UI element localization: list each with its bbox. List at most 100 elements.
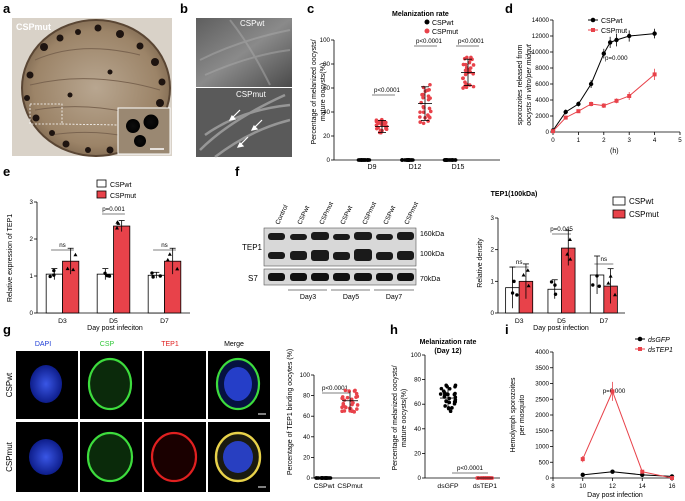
e-bar-CSPwt: [45, 273, 63, 314]
h-ytick-label: 60: [414, 401, 421, 408]
f-annotation: ns: [601, 256, 608, 263]
i-ytick-label: 3000: [535, 381, 549, 388]
g-point: [342, 409, 347, 413]
panel-label-b: b: [180, 1, 188, 16]
chart-i-xlabel: Day post infection: [587, 492, 643, 499]
e-ytick-label: 1: [30, 273, 34, 280]
chart-g-p: p<0.0001: [322, 385, 349, 392]
h-xtick-label: dsTEP1: [473, 483, 497, 490]
c-ytick-label: 40: [323, 109, 330, 116]
f-dot: [595, 274, 599, 278]
legend-i-gfp-marker: [637, 336, 643, 342]
i-point: [580, 472, 585, 478]
d-line-CSPmut: [552, 74, 655, 132]
d-point: [627, 33, 632, 39]
h-ytick-label: 20: [414, 450, 421, 457]
d-point: [601, 51, 606, 56]
f-dot: [515, 293, 519, 297]
i-ytick-label: 0: [546, 475, 550, 482]
chart-h-ylabel-2: mature oocysts(%): [401, 389, 408, 447]
c-point: [463, 72, 468, 77]
g-point: [341, 403, 346, 407]
f-xtick-label: D3: [515, 318, 524, 325]
e-annotation: ns: [161, 242, 168, 249]
chart-d-p: p=0.000: [605, 55, 628, 62]
d-point: [601, 103, 606, 108]
c-point: [374, 126, 379, 131]
f-dot: [512, 279, 516, 284]
g-xtick-label: CSPmut: [337, 483, 362, 490]
d-xtick-label: 1: [577, 137, 581, 144]
chart-e: Relative expression of TEP1 Day post inf…: [7, 179, 190, 332]
chart-e-ylabel: Relative expression of TEP1: [7, 214, 14, 302]
c-point: [470, 57, 474, 62]
c-point: [467, 83, 472, 87]
chart-i: Hemolymph sporozoites per mosquito Day p…: [510, 336, 676, 499]
g-ytick-label: 100: [300, 372, 311, 379]
h-point: [445, 392, 449, 396]
d-xtick-label: 5: [678, 137, 682, 144]
g-channel-dapi: DAPI: [35, 341, 51, 348]
f-dot: [553, 283, 557, 287]
c-point: [464, 65, 469, 70]
chart-f-xlabel: Day post infection: [533, 325, 589, 332]
d-point: [614, 98, 619, 103]
d-point: [607, 40, 613, 45]
c-xtick-label: D15: [452, 164, 465, 171]
c-ytick-label: 80: [323, 61, 330, 68]
g-row-wt: CSPwt: [5, 372, 14, 397]
blot-day7: Day7: [386, 294, 402, 301]
g-ytick-label: 0: [307, 475, 311, 482]
chart-e-xlabel: Day post infeciton: [87, 325, 143, 332]
chart-d-xlabel: (h): [610, 148, 619, 155]
legend-f-wt: CSPwt: [629, 197, 654, 206]
c-point: [428, 82, 432, 87]
panel-a-label: CSPmut: [16, 22, 51, 32]
blot-kda-100: 100kDa: [420, 251, 444, 258]
legend-e-mut-marker: [96, 190, 107, 199]
e-xtick-label: D7: [160, 318, 169, 325]
chart-c-ylabel-2: mature oocysts(%): [320, 63, 327, 121]
chart-h: Melanization rate (Day 12) Percentage of…: [392, 339, 500, 490]
c-point: [471, 63, 476, 67]
panel-b-em: CSPwt CSPmut: [196, 18, 292, 158]
legend-c-mut: CSPmut: [432, 29, 458, 36]
panel-label-g: g: [3, 322, 11, 337]
blot-lane-label: CSPwt: [339, 205, 354, 226]
d-point: [652, 72, 657, 77]
g-point: [353, 388, 357, 393]
chart-i-ylabel-1: Hemolymph sporozoites: [510, 377, 517, 453]
h-point: [453, 384, 457, 389]
e-ytick-label: 0: [30, 310, 34, 317]
legend-d-wt-marker: [590, 17, 596, 23]
c-xtick-label: D9: [368, 164, 377, 171]
i-point: [640, 469, 645, 474]
c-point: [421, 92, 425, 97]
blot-lane-label: CSPwt: [296, 205, 311, 226]
blot-kda-70: 70kDa: [420, 276, 440, 283]
c-point: [421, 121, 426, 126]
e-dot: [151, 275, 155, 279]
d-point: [589, 102, 594, 106]
g-point: [355, 407, 359, 411]
blot-day5: Day5: [343, 294, 359, 301]
h-point: [439, 386, 444, 391]
c-point: [418, 115, 422, 119]
d-ytick-label: 4000: [535, 97, 549, 104]
f-dot: [568, 257, 573, 261]
d-xtick-label: 0: [551, 137, 555, 144]
c-point: [465, 55, 469, 60]
blot-day3: Day3: [300, 294, 316, 301]
e-ytick-label: 2: [30, 236, 34, 243]
d-ytick-label: 2000: [535, 113, 549, 120]
legend-c-mut-marker: [424, 28, 430, 34]
blot-lane-label: CSPmut: [318, 201, 335, 226]
blot-row-tep1: TEP1: [242, 243, 263, 252]
chart-f-ylabel: Relative density: [477, 238, 484, 288]
panel-label-a: a: [3, 1, 11, 16]
c-point: [426, 119, 430, 123]
chart-f: TEP1(100kDa) Relative density Day post i…: [477, 191, 660, 332]
f-ytick-label: 2: [491, 247, 495, 254]
c-ytick-label: 60: [323, 85, 330, 92]
